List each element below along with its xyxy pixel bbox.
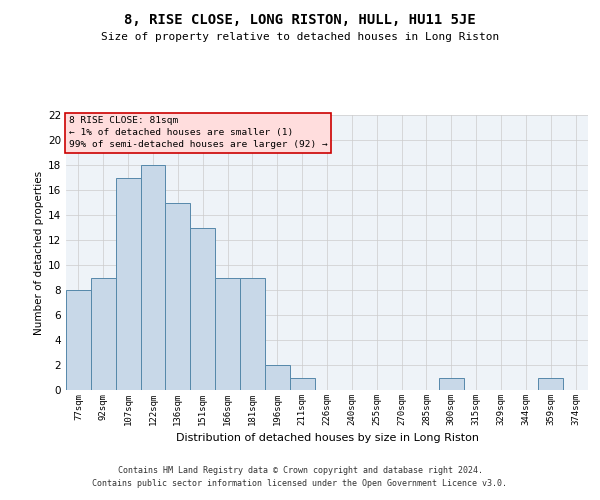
Bar	[265, 365, 290, 390]
Bar	[66, 290, 91, 390]
Y-axis label: Number of detached properties: Number of detached properties	[34, 170, 44, 334]
Bar	[215, 278, 240, 390]
Bar	[240, 278, 265, 390]
Bar	[91, 278, 116, 390]
Bar	[290, 378, 314, 390]
Bar	[140, 165, 166, 390]
Bar	[116, 178, 140, 390]
Text: 8, RISE CLOSE, LONG RISTON, HULL, HU11 5JE: 8, RISE CLOSE, LONG RISTON, HULL, HU11 5…	[124, 12, 476, 26]
Text: 8 RISE CLOSE: 81sqm
← 1% of detached houses are smaller (1)
99% of semi-detached: 8 RISE CLOSE: 81sqm ← 1% of detached hou…	[68, 116, 328, 149]
Bar	[439, 378, 464, 390]
Bar	[166, 202, 190, 390]
X-axis label: Distribution of detached houses by size in Long Riston: Distribution of detached houses by size …	[176, 434, 479, 444]
Text: Contains HM Land Registry data © Crown copyright and database right 2024.
Contai: Contains HM Land Registry data © Crown c…	[92, 466, 508, 487]
Bar	[538, 378, 563, 390]
Bar	[190, 228, 215, 390]
Text: Size of property relative to detached houses in Long Riston: Size of property relative to detached ho…	[101, 32, 499, 42]
